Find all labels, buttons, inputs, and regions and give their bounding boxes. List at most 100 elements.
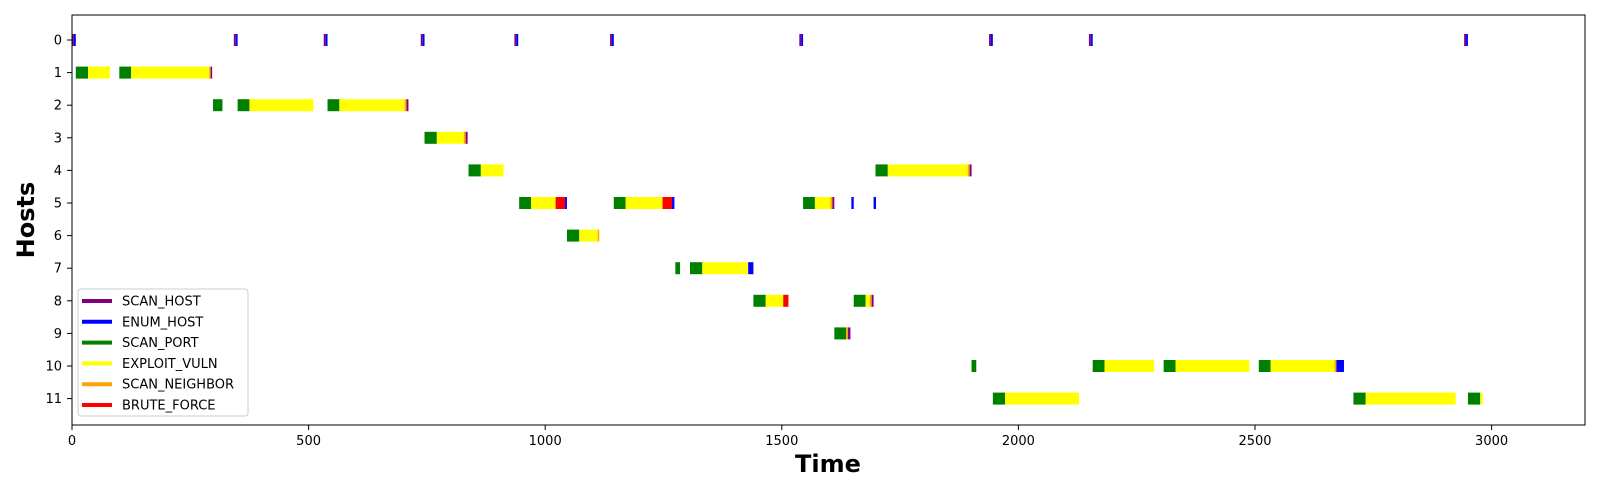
bar-segment (249, 99, 314, 112)
y-tick-label: 11 (45, 392, 62, 407)
x-axis-label: Time (795, 450, 861, 478)
bar-segment (73, 34, 76, 46)
bar-segment (519, 197, 531, 209)
x-tick-label: 2000 (1002, 434, 1035, 449)
bar-segment (406, 99, 409, 112)
bar-segment (834, 327, 847, 340)
bar-segment (1467, 392, 1481, 405)
bar-segment (237, 99, 250, 112)
bar-segment (1104, 360, 1155, 372)
bar-segment (339, 99, 405, 112)
bar-segment (971, 360, 977, 372)
bar-segment (516, 34, 519, 46)
bar-segment (765, 294, 784, 307)
legend-label: SCAN_HOST (122, 295, 201, 310)
bar-segment (783, 294, 789, 307)
bar-segment (1464, 34, 1467, 46)
bar-segment (235, 34, 238, 46)
bar-segment (853, 294, 866, 307)
bar-segment (465, 131, 468, 144)
bar-segment (1270, 360, 1335, 372)
y-tick-label: 4 (54, 164, 62, 179)
bar-segment (1088, 34, 1091, 46)
bar-segment (1258, 360, 1271, 372)
bar-segment (1090, 34, 1093, 46)
bar-segment (1163, 360, 1176, 372)
x-axis-ticks: 0 500 1000 1500 2000 2500 3000 (68, 425, 1508, 449)
bar-segment (1334, 360, 1337, 372)
bar-segment (887, 164, 968, 177)
bar-segment (1353, 392, 1366, 405)
bar-segment (702, 262, 749, 275)
bar-segment (72, 34, 74, 46)
legend-label: SCAN_PORT (122, 336, 199, 351)
bar-segment (327, 99, 340, 112)
bar-segment (969, 164, 972, 177)
x-tick-label: 1500 (765, 434, 798, 449)
bar-segment (989, 34, 991, 46)
bar-segment (422, 34, 425, 46)
y-tick-label: 1 (54, 66, 62, 81)
bar-segment (88, 66, 110, 79)
bar-segment (404, 99, 407, 112)
bar-segment (690, 262, 703, 275)
bar-segment (119, 66, 132, 79)
bar-segment (748, 262, 754, 275)
bar-segment (875, 164, 888, 177)
bar-segment (851, 197, 854, 209)
bar-segment (611, 34, 614, 46)
bar-segment (424, 131, 437, 144)
bar-segment (1480, 392, 1483, 405)
bar-segment (832, 197, 835, 209)
bar-segment (1005, 392, 1079, 405)
bar-segment (75, 66, 89, 79)
bar-segment (531, 197, 556, 209)
bar-segment (675, 262, 681, 275)
bar-segment (873, 197, 876, 209)
y-tick-label: 7 (54, 262, 62, 277)
bar-segment (662, 197, 673, 209)
bar-segment (613, 197, 626, 209)
y-axis-ticks: 0 1 2 3 4 5 6 7 8 9 10 11 (45, 34, 72, 407)
y-tick-label: 3 (54, 131, 62, 146)
bar-segment (131, 66, 210, 79)
y-tick-label: 8 (54, 294, 62, 309)
bar-segment (871, 294, 874, 307)
bar-segment (210, 66, 213, 79)
y-tick-label: 10 (45, 360, 62, 375)
bar-segment (213, 99, 223, 112)
bar-segment (1365, 392, 1456, 405)
y-axis-label: Hosts (12, 182, 40, 259)
legend-label: BRUTE_FORCE (122, 399, 216, 414)
bar-segment (1175, 360, 1250, 372)
bar-segment (555, 197, 566, 209)
bar-segment (753, 294, 766, 307)
bar-segment (865, 294, 870, 307)
x-tick-label: 3000 (1475, 434, 1508, 449)
x-tick-label: 1000 (529, 434, 562, 449)
bar-segment (1092, 360, 1105, 372)
y-tick-label: 0 (54, 34, 62, 49)
bar-segment (799, 34, 802, 46)
legend-label: SCAN_NEIGHBOR (122, 378, 234, 393)
bar-segment (990, 34, 993, 46)
bar-segment (967, 164, 970, 177)
y-tick-label: 6 (54, 229, 62, 244)
bar-segment (992, 392, 1006, 405)
bar-segment (325, 34, 328, 46)
legend-label: ENUM_HOST (122, 315, 203, 330)
bar-segment (830, 197, 833, 209)
y-tick-label: 9 (54, 327, 62, 342)
bar-segment (323, 34, 326, 46)
x-tick-label: 500 (296, 434, 321, 449)
bar-segment (625, 197, 663, 209)
bar-segment (672, 197, 675, 209)
bar-segment (814, 197, 831, 209)
bar-segment (468, 164, 481, 177)
y-tick-label: 5 (54, 197, 62, 212)
legend-label: EXPLOIT_VULN (122, 357, 218, 372)
x-tick-label: 0 (68, 434, 76, 449)
bars-layer (72, 34, 1483, 405)
bar-segment (869, 294, 872, 307)
